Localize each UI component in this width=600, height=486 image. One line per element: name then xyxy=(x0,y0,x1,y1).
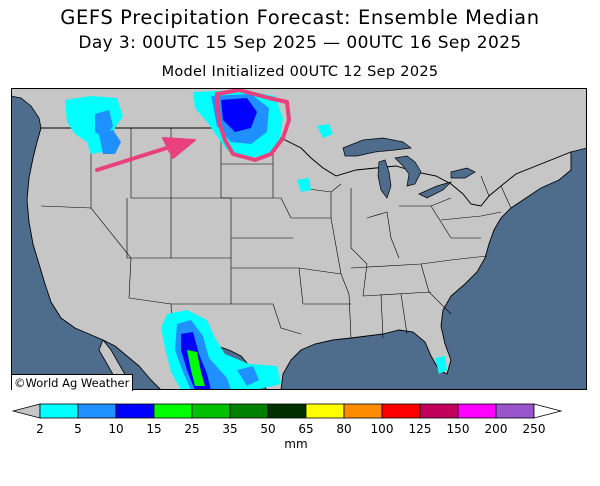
precip-colorbar xyxy=(12,403,563,419)
colorbar-bin xyxy=(457,403,497,419)
colorbar-tick-label: 150 xyxy=(446,422,470,436)
precip-areas xyxy=(65,90,447,390)
colorbar-bin xyxy=(381,403,421,419)
colorbar-bin xyxy=(343,403,383,419)
colorbar-over-triangle xyxy=(533,403,563,419)
colorbar-tick-label: 125 xyxy=(408,422,432,436)
colorbar-bin xyxy=(495,403,535,419)
colorbar-bin xyxy=(305,403,345,419)
colorbar-bin xyxy=(419,403,459,419)
credit-label: ©World Ag Weather xyxy=(12,374,134,391)
colorbar-tick-label: 2 xyxy=(36,422,44,436)
colorbar-bin xyxy=(267,403,307,419)
colorbar-tick-label: 80 xyxy=(336,422,352,436)
arrow-shaft xyxy=(95,144,175,172)
map-title: GEFS Precipitation Forecast: Ensemble Me… xyxy=(60,6,540,29)
colorbar-tick-label: 35 xyxy=(222,422,238,436)
state-borders xyxy=(40,128,512,351)
colorbar-bin xyxy=(229,403,269,419)
colorbar-bin xyxy=(191,403,231,419)
forecast-period: Day 3: 00UTC 15 Sep 2025 — 00UTC 16 Sep … xyxy=(78,33,522,53)
colorbar-bin xyxy=(115,403,155,419)
highlight-outline xyxy=(215,88,291,162)
colorbar-tick-label: 5 xyxy=(74,422,82,436)
colorbar-tick-label: 100 xyxy=(370,422,394,436)
great-lakes xyxy=(342,137,476,199)
precipitation-map xyxy=(11,88,587,390)
colorbar-tick-label: 50 xyxy=(260,422,276,436)
colorbar-bin xyxy=(39,403,79,419)
annotation xyxy=(95,88,291,172)
colorbar-tick-label: 10 xyxy=(108,422,124,436)
colorbar-tick-label: 15 xyxy=(146,422,162,436)
colorbar-tick-label: 25 xyxy=(184,422,200,436)
colorbar-under-triangle xyxy=(12,403,41,419)
model-initialized: Model Initialized 00UTC 12 Sep 2025 xyxy=(161,64,439,80)
colorbar-tick-label: 200 xyxy=(484,422,508,436)
colorbar-tick-label: 65 xyxy=(298,422,314,436)
colorbar-tick-label: 250 xyxy=(522,422,546,436)
colorbar-units: mm xyxy=(284,437,308,451)
colorbar-bin xyxy=(77,403,117,419)
arrow-head xyxy=(162,137,196,159)
colorbar-bin xyxy=(153,403,193,419)
